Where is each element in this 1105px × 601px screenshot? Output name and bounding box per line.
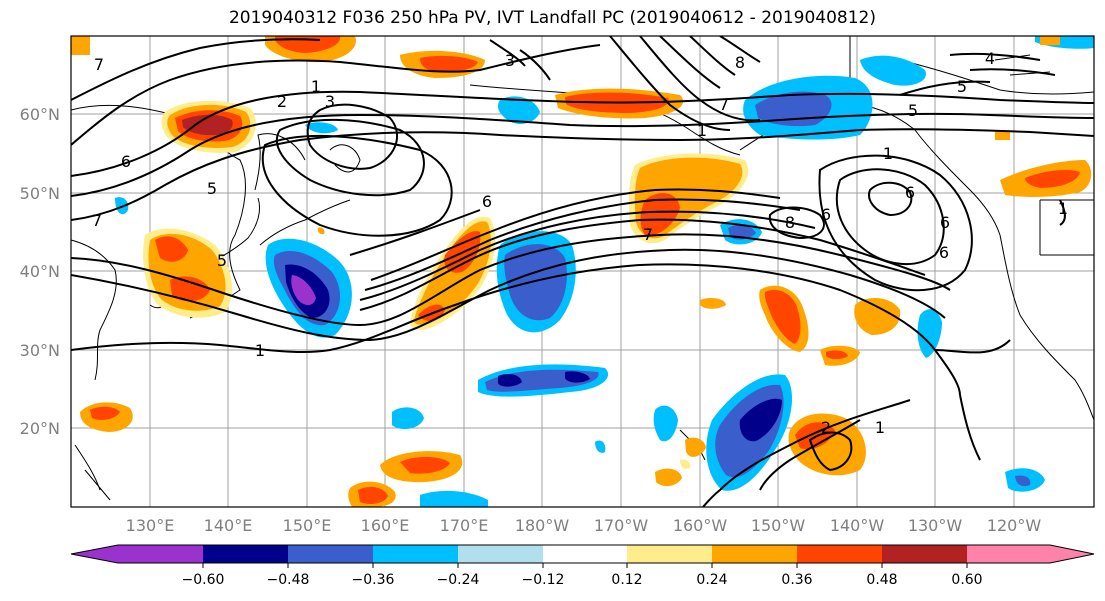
- lat-label: 50°N: [20, 184, 60, 203]
- colorbar-segment: [458, 545, 543, 563]
- lat-label: 30°N: [20, 341, 60, 360]
- colorbar-tick-label: −0.36: [352, 572, 395, 588]
- lon-label: 160°W: [673, 516, 728, 535]
- colorbar-tick-label: −0.12: [522, 572, 565, 588]
- contour-label: 6: [905, 183, 915, 202]
- colorbar-tick-label: 0.60: [951, 572, 982, 588]
- contour-label: 7: [643, 225, 653, 244]
- contour-label: 6: [821, 205, 831, 224]
- contour-label: 8: [735, 53, 745, 72]
- colorbar-segment: [797, 545, 882, 563]
- lon-label: 130°E: [126, 516, 175, 535]
- colorbar-segment: [712, 545, 797, 563]
- colorbar-tick-label: 0.12: [611, 572, 642, 588]
- colorbar-tick-label: 0.48: [866, 572, 897, 588]
- colorbar-segment: [627, 545, 712, 563]
- lat-label: 60°N: [20, 105, 60, 124]
- colorbar: −0.60 −0.48 −0.36 −0.24 −0.12 0.12 0.24 …: [70, 544, 1095, 588]
- lon-label: 170°W: [594, 516, 649, 535]
- colorbar-tick-label: −0.24: [437, 572, 480, 588]
- lon-label: 180°W: [515, 516, 570, 535]
- lat-label: 20°N: [20, 419, 60, 438]
- contour-label: 8: [785, 213, 795, 232]
- contour-label: 1: [883, 144, 893, 163]
- contour-label: 6: [940, 213, 950, 232]
- longitude-labels: 130°E 140°E 150°E 160°E 170°E 180°W 170°…: [126, 516, 1042, 535]
- lon-label: 120°W: [987, 516, 1042, 535]
- contour-label: 2: [821, 418, 831, 437]
- contour-label: 1: [255, 341, 265, 360]
- colorbar-segment: [373, 545, 458, 563]
- map-title: 2019040312 F036 250 hPa PV, IVT Landfall…: [228, 8, 876, 28]
- contour-label: 7: [94, 55, 104, 74]
- map-border: [70, 35, 1095, 508]
- colorbar-segment: [288, 545, 373, 563]
- coastlines: [71, 36, 1094, 501]
- lon-label: 150°W: [751, 516, 806, 535]
- lon-label: 170°E: [440, 516, 489, 535]
- contour-label: 5: [957, 77, 967, 96]
- contour-labels: 1 2 3 5 6 7 5 6 7 1 3 7 8 1 4 5 5 1 6 6 …: [92, 49, 1068, 437]
- contour-label: 7: [719, 95, 729, 114]
- contour-label: 6: [482, 192, 492, 211]
- colorbar-outline: [70, 544, 1095, 564]
- lon-label: 160°E: [361, 516, 410, 535]
- colorbar-segment: [882, 545, 967, 563]
- colorbar-segment: [203, 545, 288, 563]
- contour-label: 3: [325, 92, 335, 111]
- lon-label: 130°W: [908, 516, 963, 535]
- lon-label: 140°W: [830, 516, 885, 535]
- contour-label: 6: [939, 243, 949, 262]
- contour-label: 5: [217, 251, 227, 270]
- contour-label: 1: [875, 418, 885, 437]
- colorbar-segment: [967, 545, 1094, 563]
- contour-label: 3: [505, 51, 515, 70]
- colorbar-tick-label: 0.36: [781, 572, 812, 588]
- colorbar-segment: [543, 545, 627, 563]
- contour-label: 6: [121, 152, 131, 171]
- contour-label: 1: [1058, 199, 1068, 218]
- contour-label: 7: [92, 211, 102, 230]
- contour-label: 1: [311, 77, 321, 96]
- ivt-contours: [71, 36, 1094, 507]
- contour-label: 1: [697, 121, 707, 140]
- colorbar-tick-label: −0.60: [182, 572, 225, 588]
- contour-label: 5: [207, 179, 217, 198]
- map-area: 1 2 3 5 6 7 5 6 7 1 3 7 8 1 4 5 5 1 6 6 …: [71, 36, 1094, 507]
- latitude-labels: 60°N 50°N 40°N 30°N 20°N: [20, 105, 60, 438]
- colorbar-segment: [71, 545, 203, 563]
- contour-label: 4: [985, 49, 995, 68]
- contour-label: 5: [908, 101, 918, 120]
- contour-label: 2: [277, 92, 287, 111]
- lon-label: 150°E: [283, 516, 332, 535]
- colorbar-tick-label: −0.48: [267, 572, 310, 588]
- lon-label: 140°E: [204, 516, 253, 535]
- colorbar-tick-label: 0.24: [696, 572, 727, 588]
- lat-label: 40°N: [20, 262, 60, 281]
